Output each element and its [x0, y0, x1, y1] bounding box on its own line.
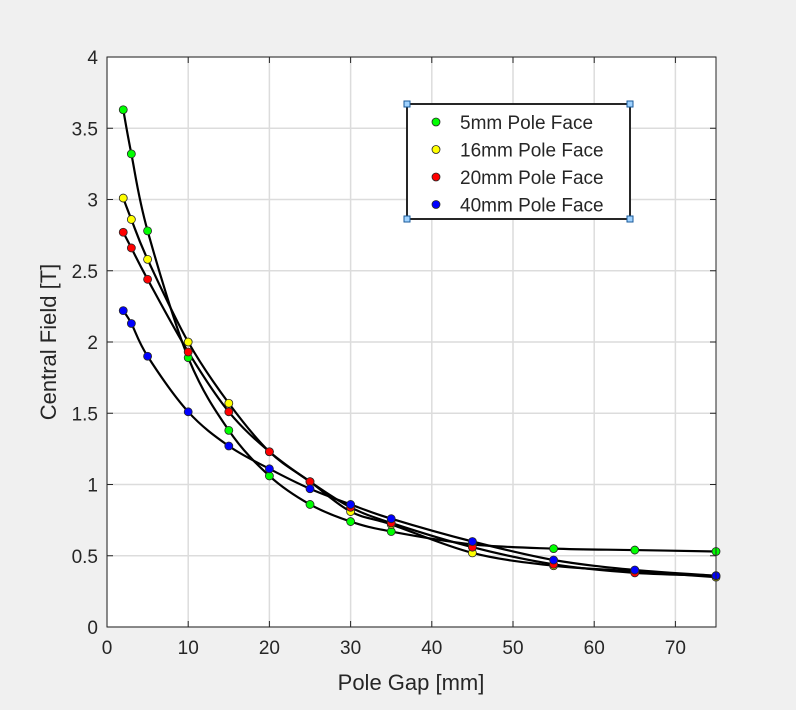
- y-tick-label: 4: [87, 48, 98, 69]
- legend-marker: [431, 145, 441, 154]
- legend-entries: 5mm Pole Face 16mm Pole Face 20mm Pole Fac…: [431, 113, 604, 217]
- legend-label: 16mm Pole Face: [460, 141, 604, 162]
- data-point: [143, 274, 153, 284]
- axis-ticks: [106, 56, 716, 628]
- y-tick-label: 3: [87, 191, 98, 212]
- data-point: [143, 254, 153, 264]
- data-point: [630, 565, 640, 575]
- x-tick-label: 0: [102, 638, 113, 659]
- data-point: [467, 537, 477, 546]
- data-point: [126, 319, 136, 328]
- legend: 5mm Pole Face 16mm Pole Face 20mm Pole Fac…: [403, 100, 634, 223]
- x-tick-label: 60: [584, 638, 605, 659]
- data-point: [118, 193, 128, 203]
- legend-handle[interactable]: [403, 215, 411, 223]
- data-point: [386, 514, 396, 524]
- data-point: [630, 545, 640, 555]
- data-point: [305, 500, 315, 509]
- y-tick-label: 0.5: [72, 547, 98, 568]
- data-point: [143, 226, 153, 236]
- legend-marker: [431, 172, 441, 182]
- data-point: [346, 500, 356, 509]
- data-point: [224, 398, 234, 408]
- legend-label: 20mm Pole Face: [460, 168, 604, 189]
- legend-marker: [431, 200, 441, 209]
- legend-label: 5mm Pole Face: [460, 113, 593, 134]
- data-point: [126, 149, 136, 159]
- data-point: [224, 425, 234, 435]
- x-tick-label: 30: [340, 638, 361, 659]
- data-point: [126, 243, 136, 253]
- x-tick-label: 40: [421, 638, 442, 659]
- data-point: [143, 351, 153, 361]
- y-axis-label: Central Field [T]: [36, 264, 61, 421]
- x-tick-label: 10: [178, 638, 199, 659]
- legend-label: 40mm Pole Face: [460, 196, 604, 217]
- fit-line: [122, 231, 717, 577]
- y-tick-label: 3.5: [72, 119, 98, 140]
- x-axis-label: Pole Gap [mm]: [338, 670, 485, 695]
- x-tick-label: 70: [665, 638, 686, 659]
- data-point: [118, 227, 128, 237]
- y-tick-labels: 0 0.5 1 1.5 2 2.5 3 3.5 4: [72, 48, 99, 639]
- data-point: [118, 105, 128, 115]
- data-point: [264, 464, 274, 474]
- legend-box: [406, 103, 631, 220]
- x-tick-labels: 0 10 20 30 40 50 60 70: [102, 638, 686, 659]
- y-tick-label: 1.5: [72, 404, 98, 425]
- x-tick-label: 20: [259, 638, 280, 659]
- legend-handle[interactable]: [626, 100, 634, 108]
- data-point: [549, 544, 558, 554]
- data-point: [183, 347, 193, 357]
- y-tick-label: 2.5: [72, 262, 98, 283]
- legend-handle[interactable]: [626, 215, 634, 223]
- data-point: [183, 337, 193, 347]
- data-point: [264, 447, 274, 457]
- data-point: [118, 306, 128, 316]
- data-point: [224, 407, 234, 417]
- data-point: [346, 517, 356, 526]
- y-tick-label: 2: [87, 333, 98, 354]
- y-tick-label: 1: [87, 476, 98, 497]
- data-point: [549, 555, 558, 565]
- data-point: [126, 215, 136, 224]
- legend-handle[interactable]: [403, 100, 411, 108]
- x-tick-label: 50: [502, 638, 523, 659]
- y-tick-label: 0: [87, 618, 98, 639]
- data-point: [224, 441, 234, 451]
- legend-marker: [431, 117, 441, 127]
- data-point: [183, 407, 193, 417]
- data-point: [305, 484, 315, 494]
